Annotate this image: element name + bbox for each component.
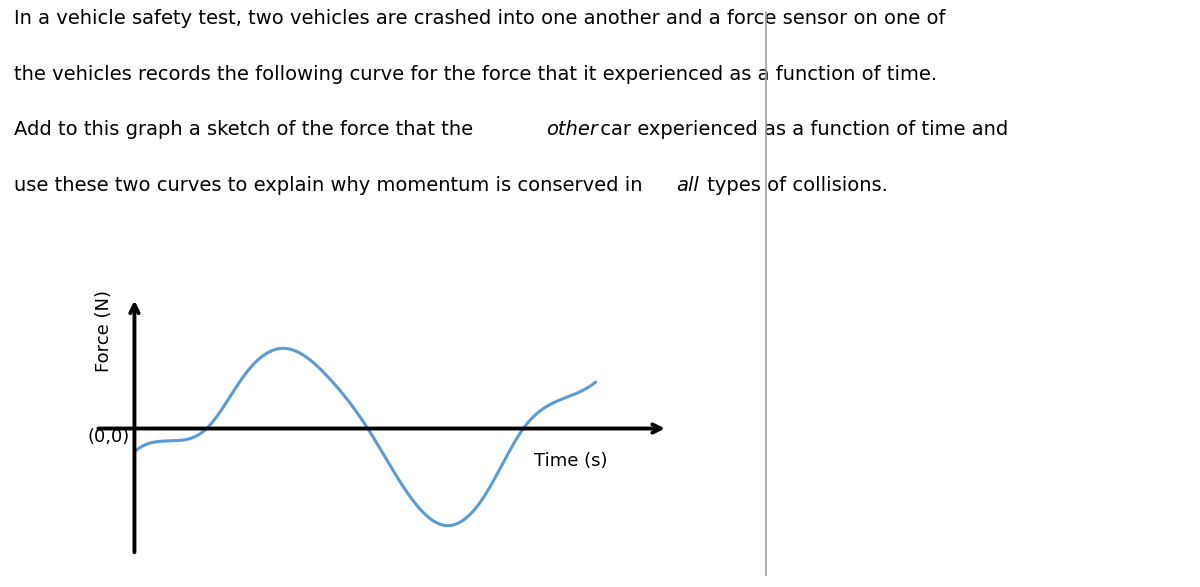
Text: Time (s): Time (s) — [534, 452, 608, 470]
Text: Add to this graph a sketch of the force that the: Add to this graph a sketch of the force … — [14, 120, 480, 139]
Text: types of collisions.: types of collisions. — [701, 176, 888, 195]
Text: other: other — [546, 120, 598, 139]
Text: all: all — [677, 176, 700, 195]
Text: use these two curves to explain why momentum is conserved in: use these two curves to explain why mome… — [14, 176, 649, 195]
Text: Force (N): Force (N) — [95, 291, 113, 373]
Text: (0,0): (0,0) — [88, 428, 130, 446]
Text: car experienced as a function of time and: car experienced as a function of time an… — [594, 120, 1008, 139]
Text: In a vehicle safety test, two vehicles are crashed into one another and a force : In a vehicle safety test, two vehicles a… — [14, 9, 946, 28]
Text: the vehicles records the following curve for the force that it experienced as a : the vehicles records the following curve… — [14, 65, 937, 83]
